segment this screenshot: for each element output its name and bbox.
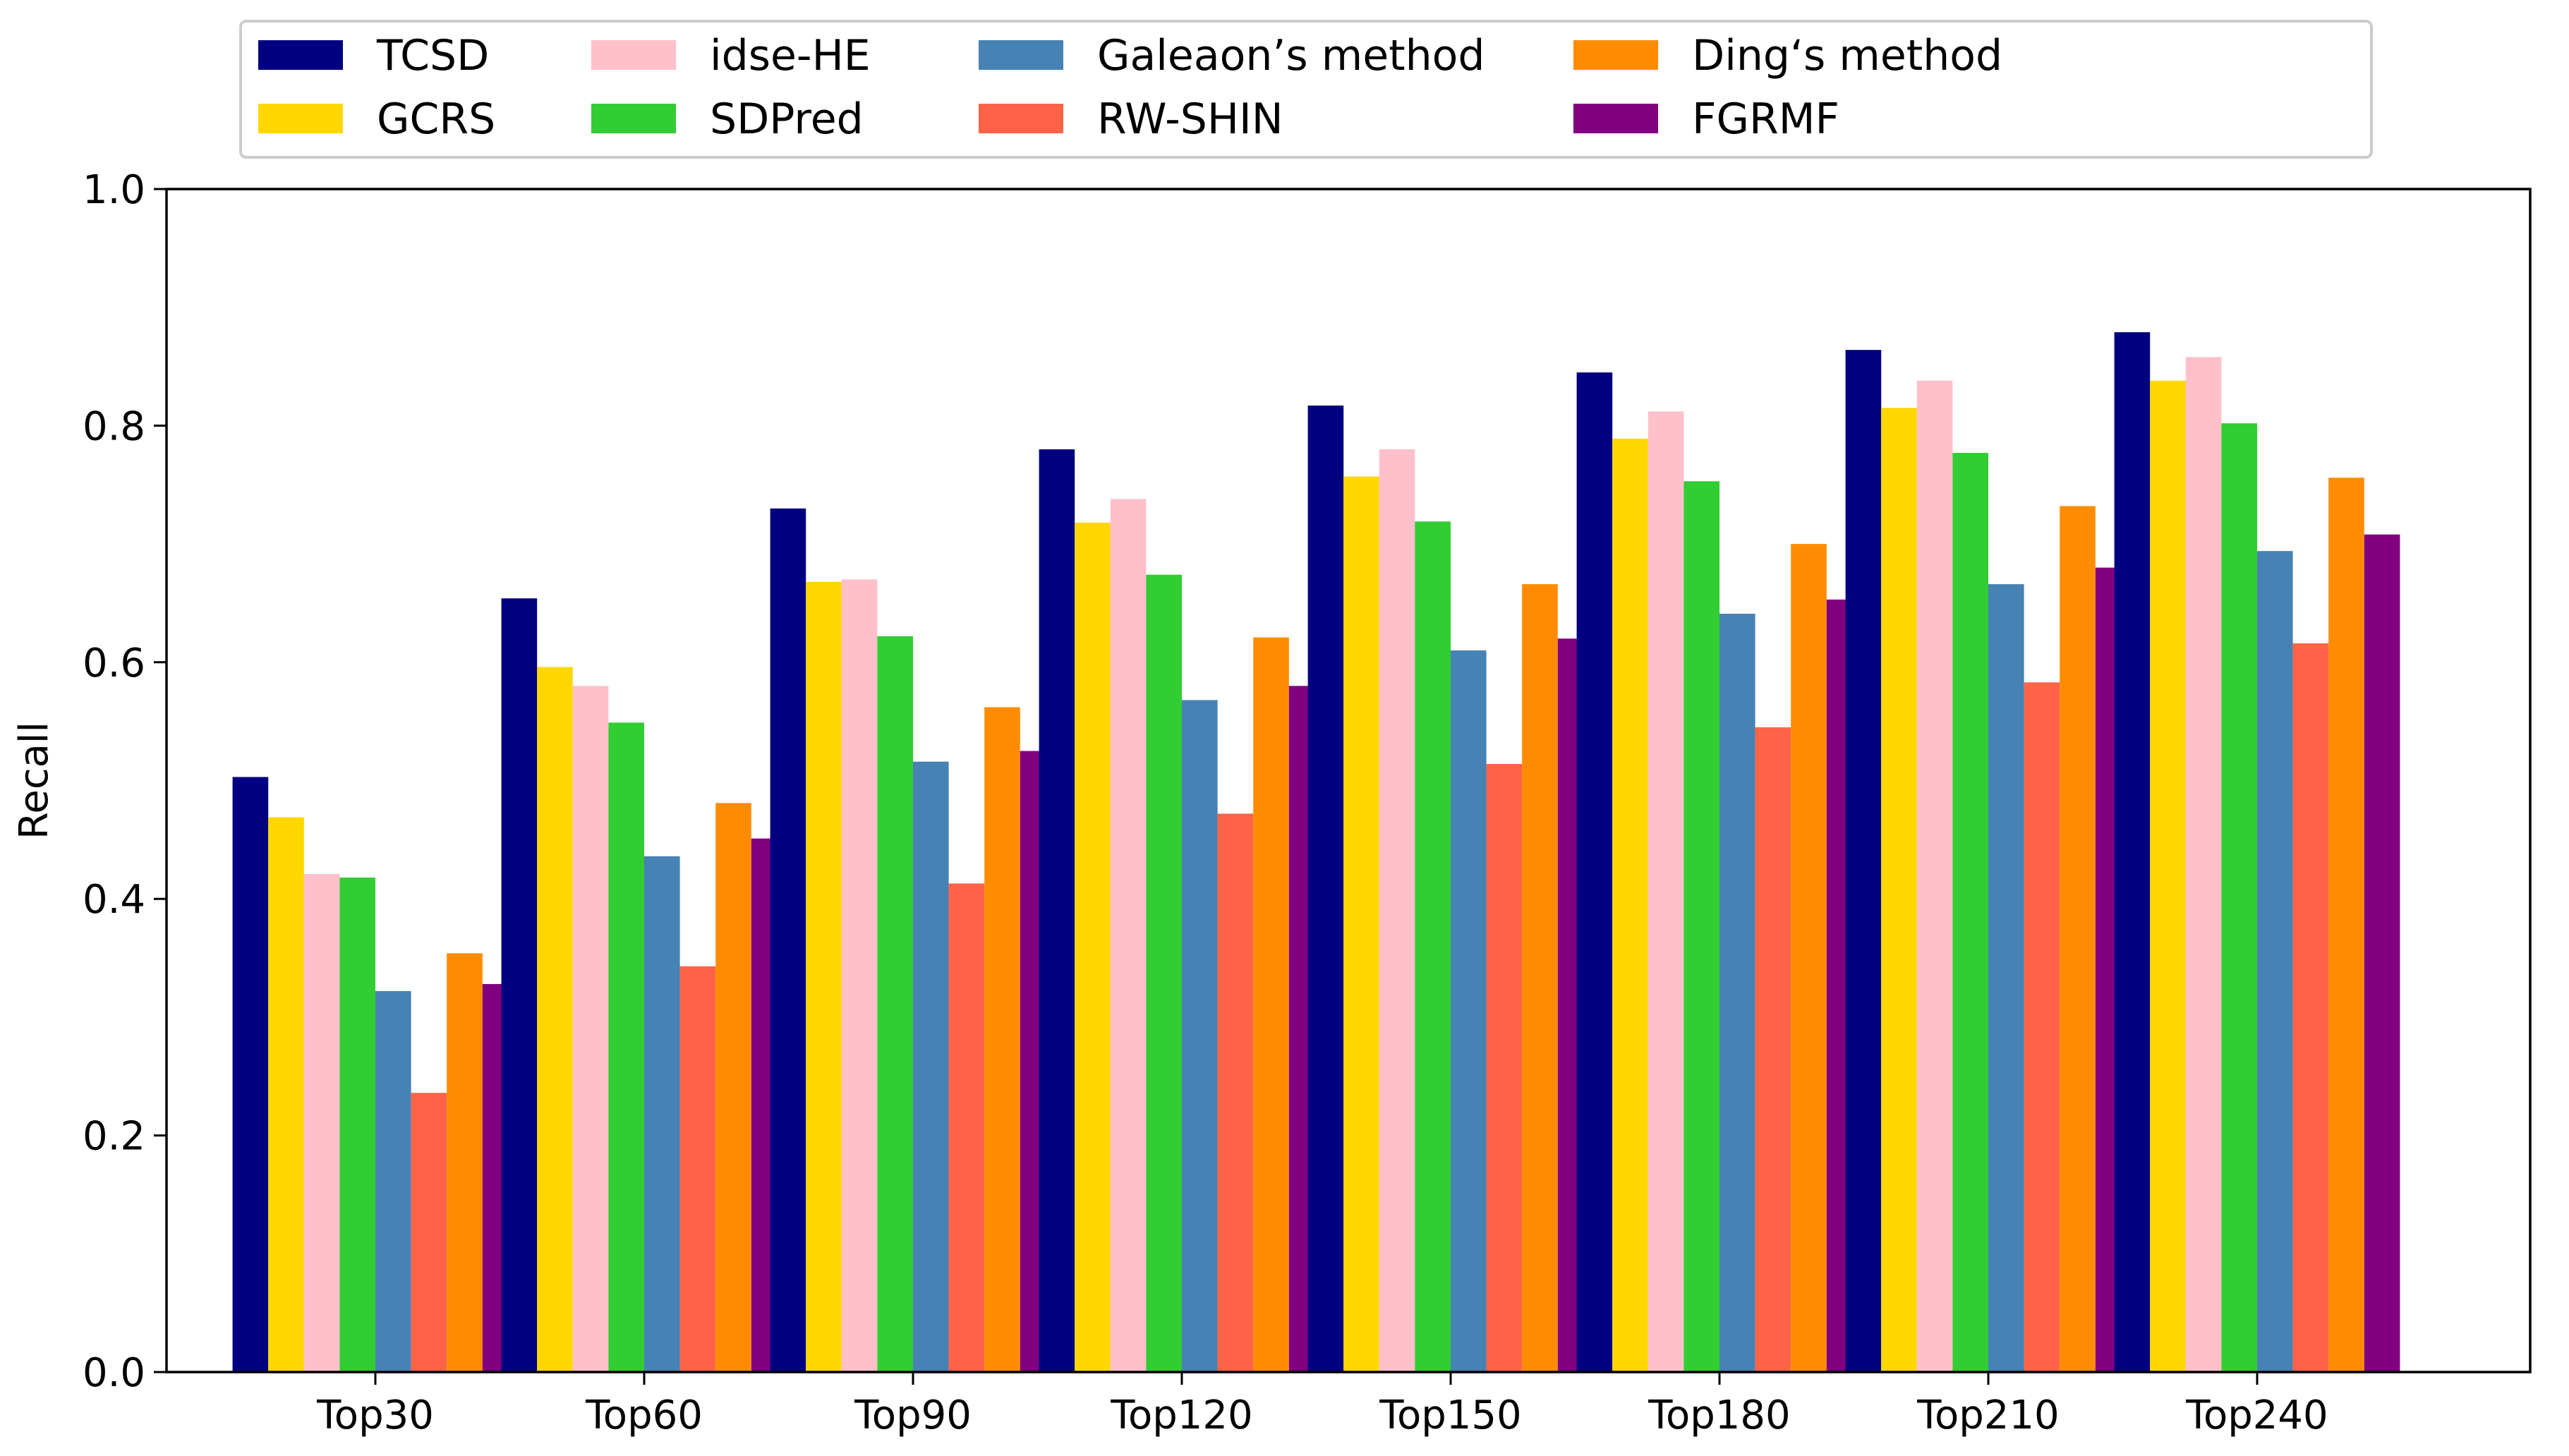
bar-galeaon-s-method-top180 [1719,614,1755,1372]
bar-ding-s-method-top240 [2328,478,2364,1373]
bar-gcrs-top120 [1075,522,1111,1373]
legend-label: FGRMF [1692,95,1839,144]
bar-gcrs-top180 [1612,438,1648,1372]
bar-galeaon-s-method-top90 [913,761,949,1372]
legend-swatch [258,40,343,70]
bar-tcsd-top240 [2114,332,2151,1372]
bar-sdpred-top120 [1146,574,1182,1373]
bar-rw-shin-top60 [679,966,716,1372]
legend-label: GCRS [377,95,495,144]
bar-idse-he-top240 [2185,357,2222,1372]
bar-sdpred-top30 [339,878,375,1372]
x-tick-label: Top240 [2185,1393,2328,1438]
bar-gcrs-top60 [537,667,573,1372]
y-axis-label: Recall [11,722,57,839]
x-tick-label: Top90 [854,1393,972,1438]
bar-sdpred-top90 [877,636,913,1373]
bar-tcsd-top180 [1576,372,1613,1373]
legend-box [239,20,2373,159]
plot-frame [165,188,2532,1373]
bar-ding-s-method-top30 [447,953,483,1372]
bar-idse-he-top180 [1648,411,1684,1372]
legend-label: Ding‘s method [1692,31,2002,80]
legend-label: Galeaon’s method [1097,31,1485,80]
x-tick-label: Top120 [1110,1393,1252,1438]
bar-ding-s-method-top180 [1791,544,1827,1372]
y-tick-label: 0.0 [83,1350,145,1396]
x-tick-label: Top60 [585,1393,703,1438]
bar-sdpred-top60 [608,722,644,1372]
bar-sdpred-top180 [1684,481,1719,1372]
bar-rw-shin-top240 [2292,643,2329,1372]
bar-gcrs-top210 [1881,408,1917,1372]
bar-gcrs-top150 [1343,476,1379,1372]
bar-idse-he-top210 [1916,380,1953,1373]
bar-fgrmf-top240 [2364,534,2400,1373]
bar-ding-s-method-top120 [1253,637,1289,1372]
bar-galeaon-s-method-top30 [375,991,411,1372]
legend-label: RW-SHIN [1097,95,1283,144]
bar-idse-he-top30 [303,873,340,1372]
bar-galeaon-s-method-top60 [644,856,680,1372]
bar-tcsd-top60 [501,598,538,1372]
bar-idse-he-top120 [1110,499,1147,1372]
bar-rw-shin-top150 [1486,764,1523,1372]
bar-gcrs-top30 [268,817,304,1372]
bars [232,332,2400,1373]
bar-ding-s-method-top150 [1522,584,1558,1372]
bar-ding-s-method-top210 [2060,506,2096,1373]
bar-rw-shin-top210 [2024,682,2060,1372]
legend-label: SDPred [710,95,864,144]
bar-rw-shin-top120 [1217,813,1254,1372]
bar-tcsd-top120 [1039,449,1075,1373]
bar-tcsd-top210 [1845,350,1882,1372]
y-tick-label: 0.6 [83,641,145,686]
legend-swatch [979,40,1063,70]
y-tick-label: 0.8 [83,404,145,449]
y-tick-label: 0.4 [83,877,145,923]
y-tick-label: 0.2 [83,1114,145,1160]
legend-swatch [1573,104,1658,133]
bar-rw-shin-top180 [1755,727,1791,1372]
y-tick-label: 1.0 [83,167,145,213]
bar-tcsd-top90 [770,508,806,1372]
bar-gcrs-top90 [806,581,842,1372]
legend: TCSD GCRS idse-HE SDPred Galeaon’s method RW-… [239,20,2373,159]
x-tick-label: Top180 [1648,1393,1790,1438]
bar-idse-he-top90 [841,579,878,1373]
bar-sdpred-top150 [1415,521,1451,1372]
x-tick-label: Top150 [1379,1393,1521,1438]
axes: Top30 Top60 Top90 Top120 Top150 Top180 Top210 T… [11,167,2532,1438]
bar-ding-s-method-top60 [715,803,751,1372]
bar-tcsd-top150 [1307,405,1344,1372]
legend-swatch [591,40,676,70]
legend-swatch [979,104,1063,133]
bar-sdpred-top240 [2221,423,2257,1372]
bar-tcsd-top30 [232,777,269,1372]
bar-ding-s-method-top90 [984,707,1020,1372]
bar-sdpred-top210 [1952,452,1988,1372]
bar-galeaon-s-method-top240 [2257,551,2293,1373]
legend-label: idse-HE [710,31,871,80]
bar-gcrs-top240 [2150,380,2186,1373]
x-tick-label: Top210 [1916,1393,2059,1438]
bar-galeaon-s-method-top120 [1182,700,1218,1372]
bar-rw-shin-top30 [411,1093,447,1372]
bar-idse-he-top60 [572,686,609,1372]
x-tick-label: Top30 [316,1393,434,1438]
legend-swatch [1573,40,1658,70]
bar-galeaon-s-method-top150 [1451,650,1487,1372]
bar-rw-shin-top90 [948,883,985,1372]
bar-idse-he-top150 [1379,449,1415,1373]
legend-label: TCSD [376,31,489,80]
legend-swatch [258,104,343,133]
legend-swatch [591,104,676,133]
bar-galeaon-s-method-top210 [1988,584,2024,1372]
